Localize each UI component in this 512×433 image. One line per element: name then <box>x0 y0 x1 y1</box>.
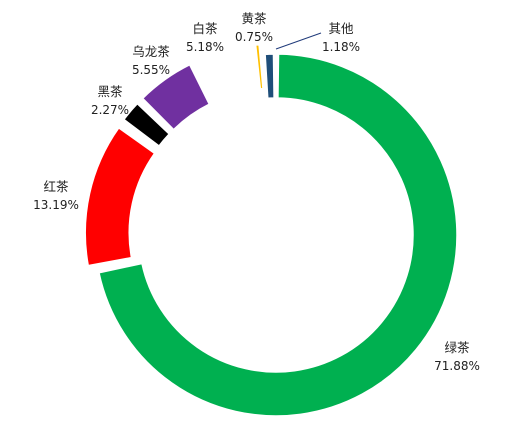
slice-label-white-tea: 白茶 <box>192 21 218 36</box>
slice-value-green-tea: 71.88% <box>434 359 480 373</box>
slice-value-oolong-tea: 5.55% <box>132 63 170 77</box>
slice-value-white-tea: 5.18% <box>186 40 224 54</box>
slice-dark-tea <box>122 102 171 148</box>
slice-white-tea <box>196 45 256 103</box>
slice-label-dark-tea: 黑茶 <box>97 84 123 99</box>
slice-label-yellow-tea: 黄茶 <box>241 11 267 26</box>
slice-label-black-tea-red: 红茶 <box>43 179 69 194</box>
slice-oolong-tea <box>141 63 211 131</box>
leader-line-other <box>275 32 322 50</box>
slice-value-dark-tea: 2.27% <box>91 103 129 117</box>
slice-value-other: 1.18% <box>322 40 360 54</box>
slice-other <box>264 53 275 100</box>
slice-green-tea <box>98 53 458 417</box>
slice-label-green-tea: 绿茶 <box>444 340 470 355</box>
slice-yellow-tea <box>254 43 264 90</box>
slice-value-black-tea-red: 13.19% <box>33 198 79 212</box>
slices-group <box>84 43 458 417</box>
slice-label-oolong-tea: 乌龙茶 <box>132 44 170 59</box>
slice-label-other: 其他 <box>328 21 354 36</box>
slice-black-tea-red <box>84 126 156 267</box>
labels-group: 绿茶 71.88% 红茶 13.19% 黑茶 2.27% 乌龙茶 5.55% 白茶 5.18% 黄茶… <box>33 11 480 373</box>
slice-value-yellow-tea: 0.75% <box>235 30 273 44</box>
